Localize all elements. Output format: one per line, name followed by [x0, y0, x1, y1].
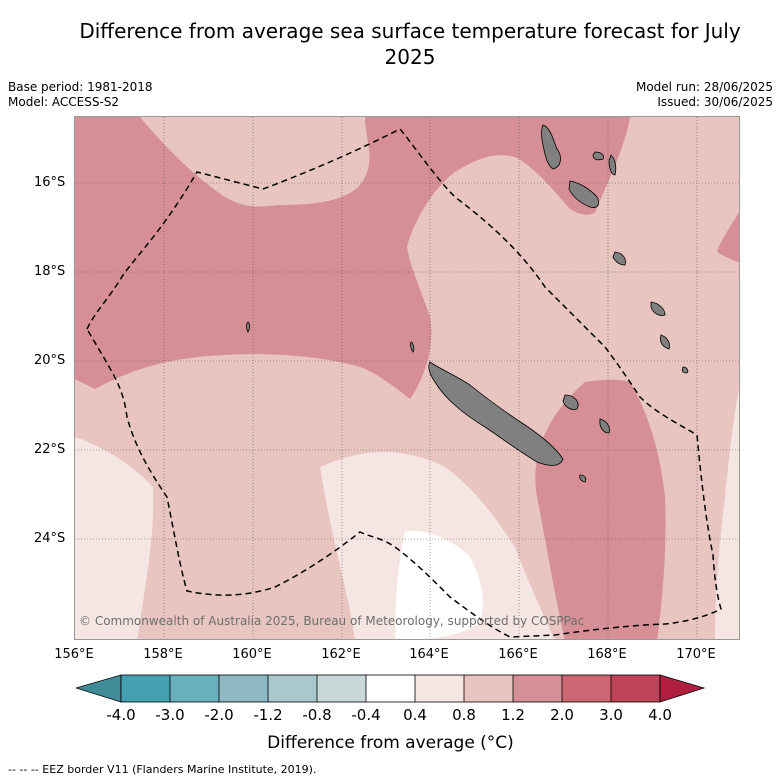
- colorbar: [76, 674, 706, 703]
- colorbar-segment: [513, 675, 562, 702]
- colorbar-tick-label: -2.0: [204, 706, 234, 724]
- colorbar-segment: [415, 675, 464, 702]
- colorbar-segment: [219, 675, 268, 702]
- lat-label-16s: 16°S: [34, 175, 66, 190]
- colorbar-segment: [611, 675, 660, 702]
- anomaly-band-1.2-2.0-southeast: [535, 379, 666, 639]
- anomaly-band-1.2-2.0-east: [717, 212, 739, 263]
- model-run: Model run: 28/06/2025: [635, 80, 773, 94]
- lon-label-162e: 162°E: [321, 647, 361, 662]
- loyalty-island: [579, 474, 587, 483]
- lat-label-24s: 24°S: [34, 531, 66, 546]
- issued-date: Issued: 30/06/2025: [657, 95, 773, 109]
- vanuatu-island: [541, 124, 561, 170]
- colorbar-tick-label: -4.0: [106, 706, 136, 724]
- loyalty-island: [599, 418, 610, 434]
- colorbar-tick-label: 0.4: [403, 706, 427, 724]
- colorbar-tick-label: -0.4: [351, 706, 381, 724]
- loyalty-island: [650, 301, 666, 316]
- colorbar-segment: [464, 675, 513, 702]
- eez-border: [86, 128, 722, 638]
- colorbar-tick-label: 0.8: [452, 706, 476, 724]
- colorbar-segment: [268, 675, 317, 702]
- lon-label-164e: 164°E: [409, 647, 449, 662]
- new-caledonia-island: [428, 361, 564, 466]
- colorbar-arrow-low: [76, 674, 122, 703]
- colorbar-tick-label: 3.0: [599, 706, 623, 724]
- vanuatu-island: [592, 151, 604, 161]
- meta-right: Model run: 28/06/2025 Issued: 30/06/2025: [636, 80, 773, 110]
- colorbar-segment: [121, 675, 170, 702]
- lon-label-170e: 170°E: [676, 647, 716, 662]
- anomaly-band-1.2-2.0-central: [75, 117, 630, 399]
- colorbar-tick-label: 1.2: [501, 706, 525, 724]
- colorbar-tick-label: -3.0: [155, 706, 185, 724]
- map-title: Difference from average sea surface temp…: [79, 19, 741, 69]
- colorbar-segment: [562, 675, 611, 702]
- small-island: [246, 321, 250, 333]
- colorbar-tick-label: -0.8: [302, 706, 332, 724]
- anomaly-band-below-0.4: [395, 530, 483, 639]
- model-name: Model: ACCESS-S2: [8, 95, 120, 109]
- vanuatu-island: [608, 154, 617, 176]
- colorbar-tick-label: 2.0: [550, 706, 574, 724]
- lon-label-168e: 168°E: [587, 647, 627, 662]
- colorbar-segment: [170, 675, 219, 702]
- loyalty-island: [660, 334, 670, 350]
- lon-label-158e: 158°E: [143, 647, 183, 662]
- sst-map: [75, 117, 739, 639]
- lat-label-20s: 20°S: [34, 353, 66, 368]
- copyright-notice: © Commonwealth of Australia 2025, Bureau…: [79, 614, 585, 628]
- lat-label-18s: 18°S: [34, 264, 66, 279]
- colorbar-arrow-high: [659, 674, 706, 703]
- colorbar-tick-label: -1.2: [253, 706, 283, 724]
- base-period: Base period: 1981-2018: [8, 80, 153, 94]
- colorbar-segment: [317, 675, 366, 702]
- meta-left: Base period: 1981-2018 Model: ACCESS-S2: [8, 80, 153, 110]
- graticule: [75, 117, 739, 639]
- lon-label-160e: 160°E: [232, 647, 272, 662]
- small-island: [410, 341, 415, 353]
- anomaly-band-0.4-0.8-east: [715, 389, 739, 639]
- loyalty-island: [562, 394, 579, 410]
- colorbar-tick-label: 4.0: [648, 706, 672, 724]
- vanuatu-island: [612, 251, 626, 266]
- colorbar-segment: [366, 675, 415, 702]
- land: [246, 124, 689, 483]
- anomaly-band-0.4-0.8-west: [75, 437, 154, 639]
- vanuatu-island: [568, 180, 599, 208]
- small-island: [681, 366, 689, 374]
- eez-legend-note: -- -- -- EEZ border V11 (Flanders Marine…: [8, 763, 317, 776]
- map-area: [74, 116, 740, 640]
- lat-label-22s: 22°S: [34, 442, 66, 457]
- colorbar-title: Difference from average (°C): [267, 733, 514, 753]
- lon-label-166e: 166°E: [498, 647, 538, 662]
- lon-label-156e: 156°E: [54, 647, 94, 662]
